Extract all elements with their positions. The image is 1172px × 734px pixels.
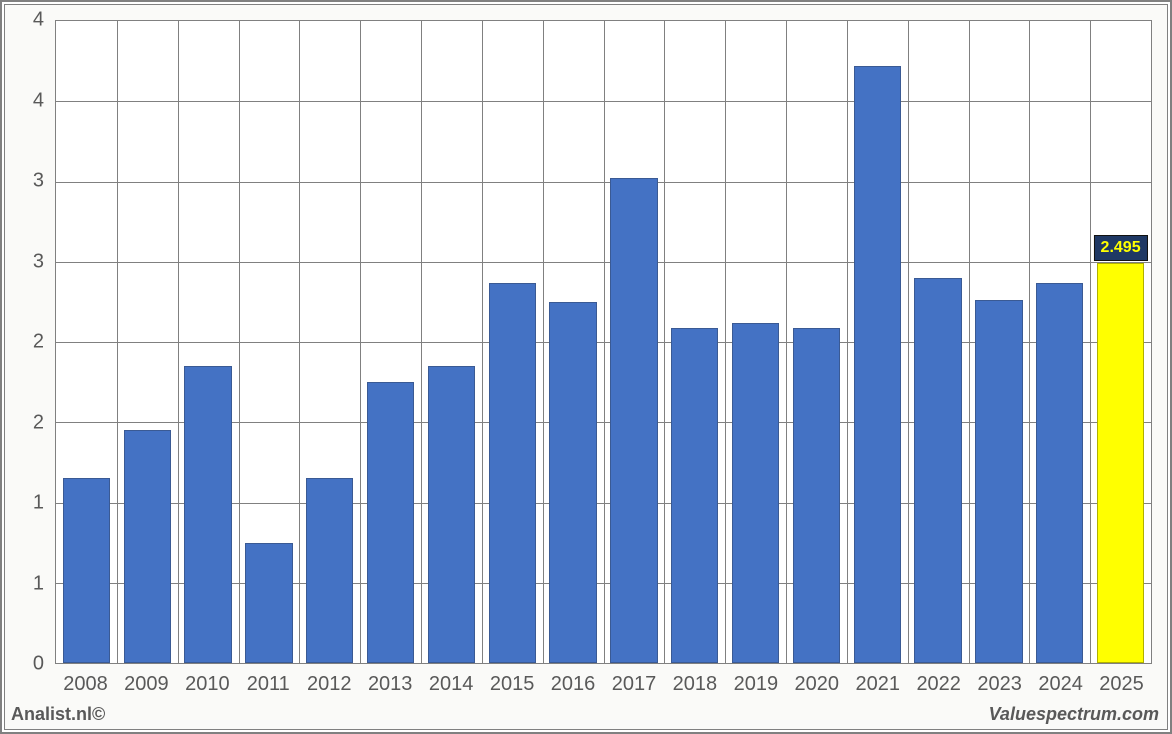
data-label: 2.495 — [1094, 235, 1148, 261]
x-tick-label: 2018 — [673, 673, 718, 696]
x-tick-label: 2015 — [490, 673, 535, 696]
plot-area: 2.495 — [55, 20, 1152, 664]
y-tick-label: 0 — [33, 653, 44, 676]
bar — [63, 478, 110, 663]
bar — [367, 382, 414, 663]
x-tick-label: 2020 — [795, 673, 840, 696]
y-tick-label: 3 — [33, 170, 44, 193]
bar — [1097, 263, 1144, 663]
bar — [184, 366, 231, 663]
x-tick-label: 2010 — [185, 673, 230, 696]
y-tick-label: 4 — [33, 9, 44, 32]
bars-container: 2.495 — [56, 21, 1151, 663]
bar — [793, 328, 840, 663]
bar — [975, 300, 1022, 663]
bar — [671, 328, 718, 663]
bar — [732, 323, 779, 663]
y-tick-label: 3 — [33, 250, 44, 273]
bar — [1036, 283, 1083, 663]
x-tick-label: 2022 — [916, 673, 961, 696]
x-tick-label: 2019 — [734, 673, 779, 696]
y-tick-label: 1 — [33, 572, 44, 595]
x-tick-label: 2021 — [856, 673, 901, 696]
x-tick-label: 2016 — [551, 673, 596, 696]
bar — [428, 366, 475, 663]
x-tick-label: 2013 — [368, 673, 413, 696]
x-axis-labels: 2008 2009 2010 2011 2012 2013 2014 2015 2016 2017… — [55, 669, 1152, 699]
y-axis-labels: 011223344 — [5, 20, 50, 664]
bar — [854, 66, 901, 663]
bar — [610, 178, 657, 663]
bar — [245, 543, 292, 663]
bar — [124, 430, 171, 663]
bar — [489, 283, 536, 663]
x-tick-label: 2025 — [1099, 673, 1144, 696]
x-tick-label: 2023 — [977, 673, 1022, 696]
x-tick-label: 2024 — [1038, 673, 1083, 696]
outer-frame: 0 1 1 2 2 3 3 4 4 2.495 2008 2009 2010 2011 2012 2013… — [0, 0, 1172, 734]
x-tick-label: 2017 — [612, 673, 657, 696]
inner-frame: 0 1 1 2 2 3 3 4 4 2.495 2008 2009 2010 2011 2012 2013… — [4, 4, 1168, 730]
y-tick-label: 1 — [33, 492, 44, 515]
footer-left: Analist.nl© — [11, 704, 105, 725]
footer-right: Valuespectrum.com — [989, 704, 1159, 725]
x-tick-label: 2012 — [307, 673, 352, 696]
bar — [549, 302, 596, 663]
x-tick-label: 2014 — [429, 673, 474, 696]
y-tick-label: 4 — [33, 89, 44, 112]
bar — [306, 478, 353, 663]
x-tick-label: 2009 — [124, 673, 169, 696]
y-tick-label: 2 — [33, 411, 44, 434]
y-tick-label: 2 — [33, 331, 44, 354]
x-tick-label: 2011 — [247, 673, 290, 696]
bar — [914, 278, 961, 663]
x-tick-label: 2008 — [63, 673, 108, 696]
